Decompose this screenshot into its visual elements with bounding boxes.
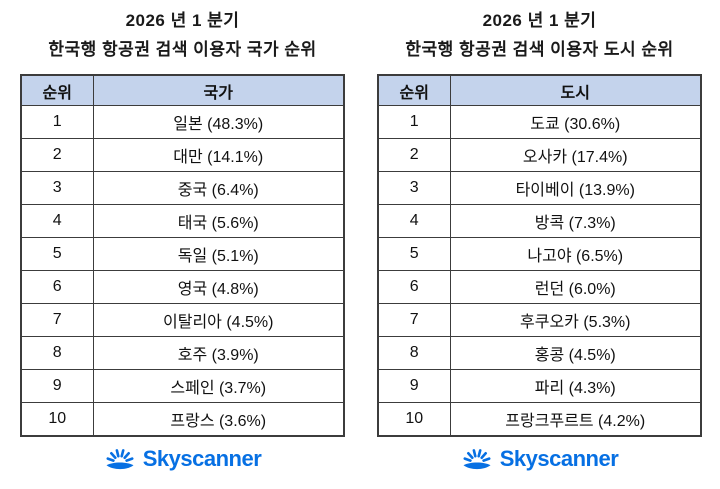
rank-cell: 10 bbox=[20, 402, 94, 437]
name-share-cell: 프랑크푸르트 (4.2%) bbox=[449, 402, 702, 437]
rank-cell: 5 bbox=[377, 237, 451, 271]
rank-cell: 3 bbox=[20, 171, 94, 205]
rank-cell: 5 bbox=[20, 237, 94, 271]
skyscanner-wordmark: Skyscanner bbox=[142, 446, 262, 471]
table-row: 5 나고야 (6.5%) bbox=[377, 237, 702, 271]
name-share-cell: 일본 (48.3%) bbox=[92, 105, 345, 139]
name-share-cell: 대만 (14.1%) bbox=[92, 138, 345, 172]
rank-cell: 8 bbox=[377, 336, 451, 370]
skyscanner-sun-icon bbox=[106, 449, 134, 470]
rank-cell: 3 bbox=[377, 171, 451, 205]
name-share-cell: 스페인 (3.7%) bbox=[92, 369, 345, 403]
rank-cell: 10 bbox=[377, 402, 451, 437]
city-panel-quarter-title: 2026 년 1 분기 bbox=[482, 11, 597, 30]
table-row: 2 오사카 (17.4%) bbox=[377, 138, 702, 172]
table-row: 4 태국 (5.6%) bbox=[20, 204, 345, 238]
rank-cell: 6 bbox=[377, 270, 451, 304]
table-row: 1 일본 (48.3%) bbox=[20, 105, 345, 139]
name-share-cell: 이탈리아 (4.5%) bbox=[92, 303, 345, 337]
table-row: 7 후쿠오카 (5.3%) bbox=[377, 303, 702, 337]
country-ranking-panel: 2026 년 1 분기 한국행 항공권 검색 이용자 국가 순위 순위 국가 1… bbox=[20, 0, 345, 472]
name-share-cell: 파리 (4.3%) bbox=[449, 369, 702, 403]
rank-cell: 7 bbox=[377, 303, 451, 337]
city-ranking-panel: 2026 년 1 분기 한국행 항공권 검색 이용자 도시 순위 순위 도시 1… bbox=[377, 0, 702, 472]
table-row: 3 타이베이 (13.9%) bbox=[377, 171, 702, 205]
rank-cell: 1 bbox=[377, 105, 451, 139]
table-row: 5 독일 (5.1%) bbox=[20, 237, 345, 271]
rank-column-header: 순위 bbox=[377, 74, 451, 106]
rank-column-header: 순위 bbox=[20, 74, 94, 106]
name-share-cell: 도쿄 (30.6%) bbox=[449, 105, 702, 139]
table-row: 3 중국 (6.4%) bbox=[20, 171, 345, 205]
name-share-cell: 방콕 (7.3%) bbox=[449, 204, 702, 238]
table-row: 8 호주 (3.9%) bbox=[20, 336, 345, 370]
skyscanner-sun-icon bbox=[463, 449, 491, 470]
table-row: 6 런던 (6.0%) bbox=[377, 270, 702, 304]
country-panel-main-title: 한국행 항공권 검색 이용자 국가 순위 bbox=[48, 40, 317, 59]
table-row: 4 방콕 (7.3%) bbox=[377, 204, 702, 238]
name-share-cell: 후쿠오카 (5.3%) bbox=[449, 303, 702, 337]
name-share-cell: 홍콩 (4.5%) bbox=[449, 336, 702, 370]
rank-cell: 9 bbox=[377, 369, 451, 403]
name-share-cell: 영국 (4.8%) bbox=[92, 270, 345, 304]
country-ranking-table: 순위 국가 1 일본 (48.3%) 2 대만 (14.1%) 3 중국 (6.4%) 4 태… bbox=[20, 74, 345, 437]
rank-cell: 4 bbox=[377, 204, 451, 238]
table-row: 1 도쿄 (30.6%) bbox=[377, 105, 702, 139]
name-share-cell: 호주 (3.9%) bbox=[92, 336, 345, 370]
skyscanner-logo: Skyscanner bbox=[377, 446, 702, 472]
rank-cell: 2 bbox=[20, 138, 94, 172]
name-share-cell: 프랑스 (3.6%) bbox=[92, 402, 345, 437]
name-share-cell: 런던 (6.0%) bbox=[449, 270, 702, 304]
name-share-cell: 중국 (6.4%) bbox=[92, 171, 345, 205]
name-share-cell: 태국 (5.6%) bbox=[92, 204, 345, 238]
table-row: 10 프랑크푸르트 (4.2%) bbox=[377, 402, 702, 437]
table-header-row: 순위 국가 bbox=[20, 74, 345, 106]
table-row: 9 파리 (4.3%) bbox=[377, 369, 702, 403]
city-ranking-table: 순위 도시 1 도쿄 (30.6%) 2 오사카 (17.4%) 3 타이베이 (13.9… bbox=[377, 74, 702, 437]
table-row: 7 이탈리아 (4.5%) bbox=[20, 303, 345, 337]
name-share-cell: 오사카 (17.4%) bbox=[449, 138, 702, 172]
rank-cell: 8 bbox=[20, 336, 94, 370]
city-panel-main-title: 한국행 항공권 검색 이용자 도시 순위 bbox=[405, 40, 674, 59]
skyscanner-wordmark: Skyscanner bbox=[499, 446, 619, 471]
rank-cell: 7 bbox=[20, 303, 94, 337]
name-share-cell: 독일 (5.1%) bbox=[92, 237, 345, 271]
city-column-header: 도시 bbox=[449, 74, 702, 106]
table-row: 10 프랑스 (3.6%) bbox=[20, 402, 345, 437]
rank-cell: 1 bbox=[20, 105, 94, 139]
rank-cell: 2 bbox=[377, 138, 451, 172]
table-row: 8 홍콩 (4.5%) bbox=[377, 336, 702, 370]
name-share-cell: 타이베이 (13.9%) bbox=[449, 171, 702, 205]
name-share-cell: 나고야 (6.5%) bbox=[449, 237, 702, 271]
country-panel-quarter-title: 2026 년 1 분기 bbox=[125, 11, 240, 30]
country-column-header: 국가 bbox=[92, 74, 345, 106]
table-row: 9 스페인 (3.7%) bbox=[20, 369, 345, 403]
rank-cell: 6 bbox=[20, 270, 94, 304]
table-row: 2 대만 (14.1%) bbox=[20, 138, 345, 172]
rank-cell: 9 bbox=[20, 369, 94, 403]
table-row: 6 영국 (4.8%) bbox=[20, 270, 345, 304]
rank-cell: 4 bbox=[20, 204, 94, 238]
table-header-row: 순위 도시 bbox=[377, 74, 702, 106]
skyscanner-logo: Skyscanner bbox=[20, 446, 345, 472]
